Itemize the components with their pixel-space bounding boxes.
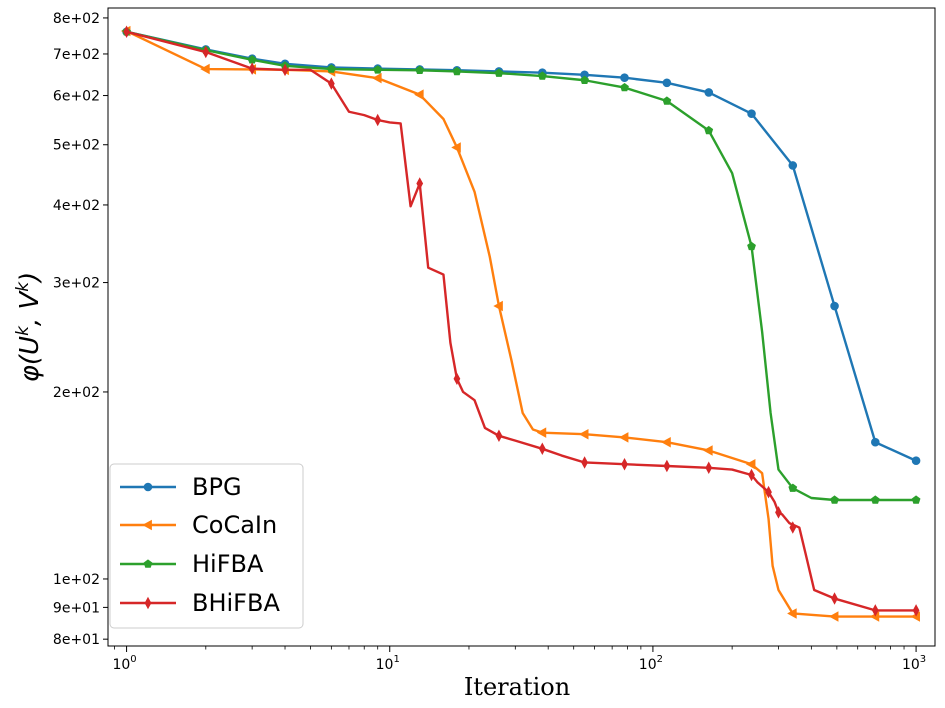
series-marker-bhifba-17 [789,521,797,534]
series-marker-hifba-6 [415,65,425,74]
series-marker-cocain-10 [578,428,589,440]
series-marker-cocain-1 [200,63,210,75]
series-marker-cocain-6 [414,89,424,100]
series-marker-bhifba-3 [281,63,289,77]
legend-entries: BPG CoCaIn HiFBA BHiFBA [120,473,280,617]
series-marker-bhifba-0 [123,25,130,39]
series-marker-bhifba-9 [538,442,546,456]
series-marker-cocain-11 [618,432,629,443]
y-tick-label-4: 3e+02 [53,276,100,292]
series-marker-hifba-15 [788,483,798,492]
series-layer [120,25,921,622]
legend-marker-cocain [142,519,152,531]
legend-marker-bhifba [144,596,152,610]
series-marker-hifba-8 [494,68,504,77]
series-marker-bhifba-7 [453,372,461,386]
series-marker-hifba-9 [537,71,547,80]
series-marker-bpg-16 [830,301,839,311]
y-axis-title: φ(Uk, Vk) [13,272,45,383]
series-marker-hifba-18 [911,495,921,504]
legend-label-bpg: BPG [192,473,242,501]
y-tick-label-1: 9e+01 [53,600,100,616]
series-marker-hifba-7 [452,66,462,76]
legend: BPG CoCaIn HiFBA BHiFBA [109,463,304,629]
x-tick-label-2: 102 [639,654,663,673]
legend-marker-hifba [143,559,153,568]
series-marker-bhifba-11 [621,457,628,471]
y-tick-label-7: 6e+02 [53,89,100,105]
y-tick-label-0: 8e+01 [53,632,100,648]
series-marker-bhifba-16 [775,506,782,519]
legend-label-hifba: HiFBA [192,550,264,578]
series-marker-bhifba-1 [202,45,210,59]
series-line-bhifba [125,30,918,612]
series-marker-bpg-15 [788,161,798,170]
series-marker-bpg-14 [747,109,756,118]
series-marker-bpg-12 [662,78,672,88]
series-marker-hifba-10 [580,75,589,84]
series-marker-bhifba-19 [871,604,879,617]
series-marker-cocain-14 [745,458,756,470]
series-marker-cocain-16 [828,611,839,622]
series-marker-hifba-11 [620,82,629,92]
y-tick-label-8: 7e+02 [53,47,100,63]
y-tick-label-6: 5e+02 [53,138,100,154]
series-marker-cocain-12 [661,436,671,448]
series-marker-bhifba-6 [416,177,424,190]
legend-marker-bpg [143,482,153,492]
series-marker-hifba-14 [747,241,756,251]
series-marker-hifba-16 [830,495,839,504]
x-tick-label-0: 100 [112,654,136,673]
series-marker-bpg-17 [871,437,880,447]
series-marker-cocain-9 [536,427,547,438]
series-marker-bhifba-14 [748,468,755,482]
series-marker-cocain-7 [451,142,461,153]
legend-label-bhifba: BHiFBA [192,589,280,617]
legend-label-cocain: CoCaIn [192,511,277,539]
series-marker-bpg-18 [911,456,921,466]
x-axis-title: Iteration [464,673,570,701]
series-marker-hifba-13 [704,125,714,135]
series-marker-bpg-11 [620,73,629,83]
series-marker-hifba-5 [373,65,383,74]
y-axis: 8e+01 9e+01 1e+02 2e+02 3e+02 4e+02 5e+02 6e+02… [53,11,108,648]
series-marker-bpg-13 [704,88,714,97]
legend-box [109,463,304,629]
series-marker-cocain-5 [372,72,382,84]
series-marker-bhifba-2 [248,62,256,75]
series-marker-bhifba-13 [705,461,713,475]
series-marker-bhifba-8 [495,429,503,443]
series-marker-cocain-13 [703,445,713,456]
series-marker-cocain-15 [787,608,797,619]
series-marker-bhifba-18 [831,592,838,605]
series-marker-hifba-17 [870,495,880,504]
y-tick-label-2: 1e+02 [53,572,100,588]
series-marker-hifba-4 [326,64,336,73]
series-marker-bhifba-5 [374,113,382,127]
plot-frame [107,7,936,647]
series-marker-bhifba-15 [765,485,772,499]
series-marker-bhifba-20 [912,604,920,617]
series-marker-bhifba-4 [327,77,335,90]
series-marker-cocain-8 [493,300,503,312]
y-tick-label-9: 8e+02 [53,11,100,27]
y-tick-label-3: 2e+02 [53,385,100,401]
x-axis: 100 101 102 103 [112,646,926,673]
series-marker-bhifba-10 [581,456,588,469]
y-tick-label-5: 4e+02 [53,198,100,214]
series-marker-hifba-12 [662,96,672,105]
series-marker-bhifba-12 [663,459,671,473]
series-line-cocain [125,29,918,618]
x-tick-label-1: 101 [376,654,400,673]
x-tick-label-3: 103 [902,654,926,673]
